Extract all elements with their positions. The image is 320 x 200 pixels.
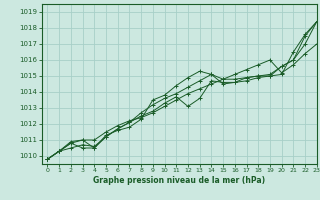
X-axis label: Graphe pression niveau de la mer (hPa): Graphe pression niveau de la mer (hPa): [93, 176, 265, 185]
